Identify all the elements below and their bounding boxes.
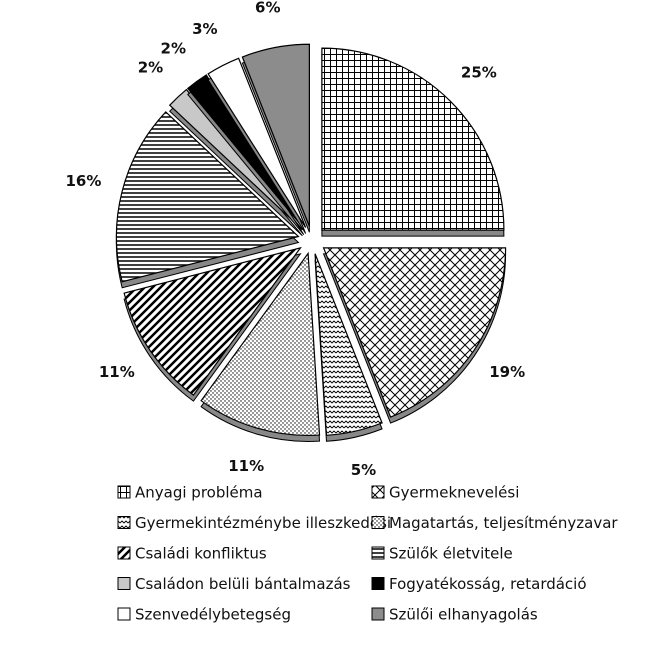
value-label: 11% [228, 457, 264, 475]
legend-label: Anyagi probléma [135, 484, 263, 502]
slice [123, 246, 302, 396]
value-label: 19% [489, 363, 525, 381]
legend-swatch [371, 516, 385, 529]
legend-swatch [117, 516, 131, 529]
value-label: 2% [161, 40, 186, 58]
slice [168, 88, 303, 231]
legend-label: Gyermekintézménybe illeszkedési [135, 514, 391, 532]
legend-label: Szenvedélybetegség [135, 606, 291, 624]
slice [314, 253, 383, 436]
legend-swatch [371, 546, 385, 560]
value-label: 16% [65, 172, 101, 190]
legend-label: Családi konfliktus [135, 545, 267, 563]
legend-label: Gyermeknevelési [389, 484, 519, 502]
slice [207, 57, 307, 228]
legend-swatch [117, 607, 131, 621]
legend-swatch [371, 485, 385, 499]
slice [321, 47, 505, 231]
legend-swatch [371, 577, 385, 590]
legend-swatch [371, 607, 385, 621]
value-label: 2% [138, 58, 163, 76]
legend-label: Szülői elhanyagolás [389, 606, 538, 624]
slice [241, 43, 310, 227]
legend-swatch [117, 546, 131, 560]
legend-swatch [117, 485, 131, 499]
legend-label: Magatartás, teljesítményzavar [389, 514, 618, 532]
legend-label: Családon belüli bántalmazás [135, 575, 351, 593]
legend-label: Fogyatékosság, retardáció [389, 575, 587, 593]
slice [186, 74, 305, 230]
value-label: 3% [192, 20, 217, 38]
value-label: 25% [461, 64, 497, 82]
legend-swatch [117, 577, 131, 590]
value-label: 6% [255, 0, 280, 17]
legend-label: Szülők életvitele [389, 545, 513, 563]
slice [115, 111, 300, 283]
slice [200, 251, 321, 437]
value-label: 11% [99, 363, 135, 381]
value-label: 5% [351, 461, 376, 479]
slice [322, 247, 507, 418]
